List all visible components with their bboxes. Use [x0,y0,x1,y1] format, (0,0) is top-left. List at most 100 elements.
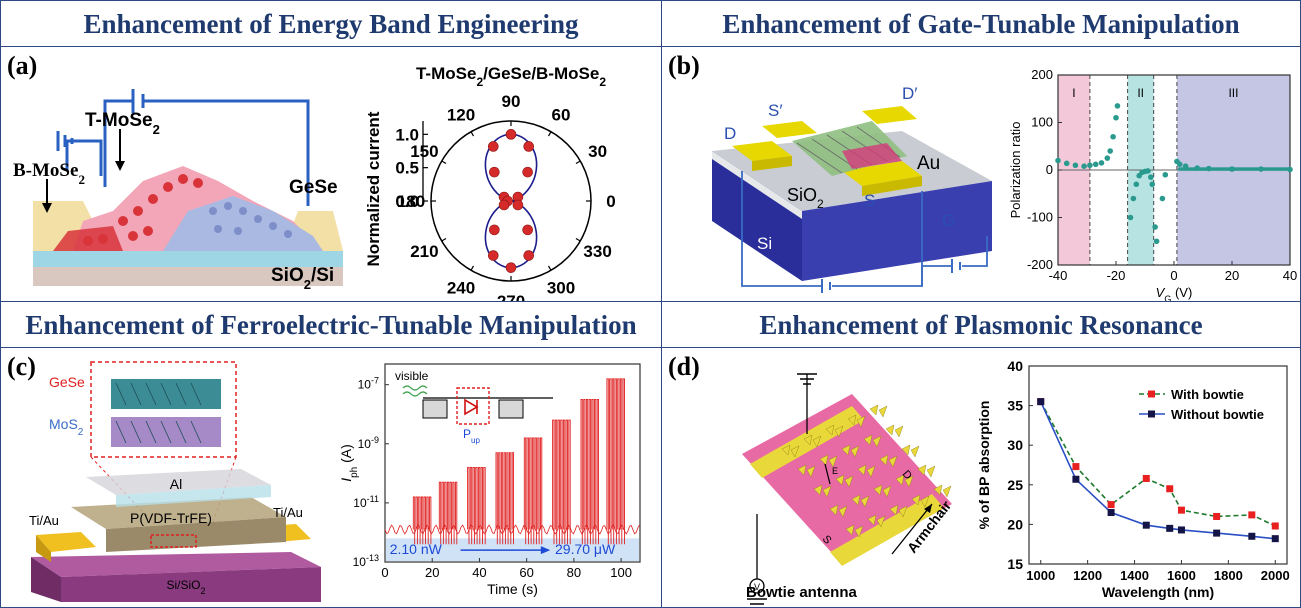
panel-d: Enhancement of Plasmonic Resonance (d) V… [661,301,1301,608]
panel-c-inset-cell-right [498,399,524,419]
panel-c-label-mos2: MoS2 [49,416,84,438]
panel-b-electrode-d-side [752,156,792,171]
panel-b-label-d-prime: D′ [902,84,917,103]
panel-b-data-point [1098,160,1105,166]
panel-a-angle-tick-label: 60 [552,105,571,124]
panel-a-b-mose2-label: B-MoSe2 [13,160,85,187]
panel-b-data-point [1130,195,1137,202]
panel-a-t-mose2-label: T-MoSe2 [85,110,160,137]
panel-c-y-tick-label: 10-13 [353,553,379,569]
panel-d-caption: Bowtie antenna [746,584,857,601]
panel-d-bowtie-icon [819,454,829,466]
panel-d-bowtie-icon [894,425,904,438]
panel-d-bowtie-icon [904,475,914,488]
panel-a-angle-tick [575,160,581,165]
panel-b-label-s: S [864,191,875,210]
panel-d-armchair-arrow [891,503,933,555]
panel-d-bowtie-icon [901,444,911,456]
panel-d-bowtie-icon [917,464,927,476]
panel-a-data-point [489,166,500,178]
panel-d-legend-label: Without bowtie [1171,407,1264,422]
panel-d-title: Enhancement of Plasmonic Resonance [662,302,1300,348]
panel-b-data-point [1127,214,1134,221]
panel-d-bowtie-icon [860,495,870,508]
panel-b: Enhancement of Gate-Tunable Manipulation… [661,0,1301,304]
panel-d-bowtie-icon [863,434,873,446]
panel-d-ground-icon [747,373,817,605]
panel-d-data-point [1142,474,1150,482]
panel-a-data-point [498,199,510,211]
panel-b-label-au: Au [917,153,940,174]
panel-a-angle-tick-label: 30 [588,142,607,161]
panel-b-data-point [1177,161,1183,168]
panel-c-x-tick-label: 60 [519,565,533,580]
panel-c-pulse-group [606,378,625,545]
panel-d-bowtie-icon [856,415,866,428]
panel-c-inset-lattice [115,382,202,444]
panel-b-electrode-s-side [862,176,922,196]
panel-c-pulse-group [412,496,432,545]
panel-d-bowtie-icon [822,485,832,498]
panel-d-bowtie-icon [790,445,800,458]
panel-b-data-point [1110,133,1116,140]
panel-c-label-gese: GeSe [49,374,85,390]
panel-d-data-point [1107,501,1115,509]
panel-b-data-point [1113,114,1119,121]
panel-a-data-point [505,129,517,140]
panel-d-y-tick-label: 30 [1007,437,1023,453]
panel-b-x-tick-label: -40 [1049,268,1068,283]
panel-d-bowtie-icon [806,465,816,478]
panel-d-bowtie-icon [933,484,943,496]
panel-d-bowtie-icon [854,525,864,538]
panel-d-data-point [1248,511,1256,519]
panel-a-angle-tick-label: 210 [410,242,438,261]
panel-c-x-tick-label: 0 [381,565,388,580]
panel-b-data-point [1149,181,1156,188]
panel-d-data-point [1072,475,1080,483]
panel-d-bowtie-icon [889,504,899,516]
panel-d-bowtie-icon [873,484,883,496]
panel-c-label-pvdf: P(VDF-TrFE) [130,510,212,526]
panel-c-title: Enhancement of Ferroelectric-Tunable Man… [1,302,661,348]
panel-b-electrode-d-prime [862,106,917,124]
panel-b-data-point [1145,168,1151,174]
panel-d-bowtie-icon [876,515,886,528]
panel-c-y-tick-label: 10-7 [358,376,379,392]
panel-b-data-point [1152,224,1158,230]
panel-a-angle-tick-label: 120 [447,105,475,124]
panel-a-polar-chart: T-MoSe2/GeSe/B-MoSe2 Normalized current … [364,64,616,311]
panel-c-annotation-arrowhead-icon [540,546,551,555]
panel-d-y-tick-label: 40 [1007,358,1023,374]
panel-b-data-point [1133,181,1140,188]
panel-c-inset-pup-label: Pup [463,427,480,445]
panel-b-y-tick-label: -100 [1027,210,1053,225]
panel-d-bowtie-icon [828,455,838,468]
panel-b-data-point [1092,161,1099,168]
panel-a-angle-tick-label: 90 [502,92,521,111]
panel-d-y-tick-label: 35 [1007,398,1023,414]
panel-d-data-point [1166,485,1174,493]
panel-b-data-point [1287,167,1292,171]
panel-d-bowtie-icon [803,434,813,446]
panel-a-angle-tick-label: 240 [447,279,475,298]
panel-a-arrowhead-icon [115,161,125,171]
panel-d-bowtie-icon [851,494,861,506]
panel-c-y-axis-label: Iph (A) [338,444,360,482]
panel-a-angle-tick [547,131,552,137]
panel-a-title: Enhancement of Energy Band Engineering [1,1,661,47]
panel-c-label: (c) [7,352,36,381]
panel-d-bowtie-icon [829,504,839,516]
panel-d-bowtie-icon [834,425,844,438]
panel-c-pulse-group [580,399,599,545]
panel-a-data-point [489,224,500,236]
panel-b-label-sio2: SiO2 [787,185,824,211]
panel-b-data-point [1072,162,1079,169]
panel-b-label-d: D [724,124,736,143]
panel-b-region-label: III [1228,86,1238,100]
panel-d-bowtie-icon [781,444,791,456]
panel-c-y-tick-label: 10-11 [353,494,379,510]
panel-c-pulse-group [467,466,486,545]
panel-c-pulse-group [523,437,543,545]
panel-d-electrode-bottom [830,494,944,566]
panel-b-title: Enhancement of Gate-Tunable Manipulation [662,1,1300,47]
